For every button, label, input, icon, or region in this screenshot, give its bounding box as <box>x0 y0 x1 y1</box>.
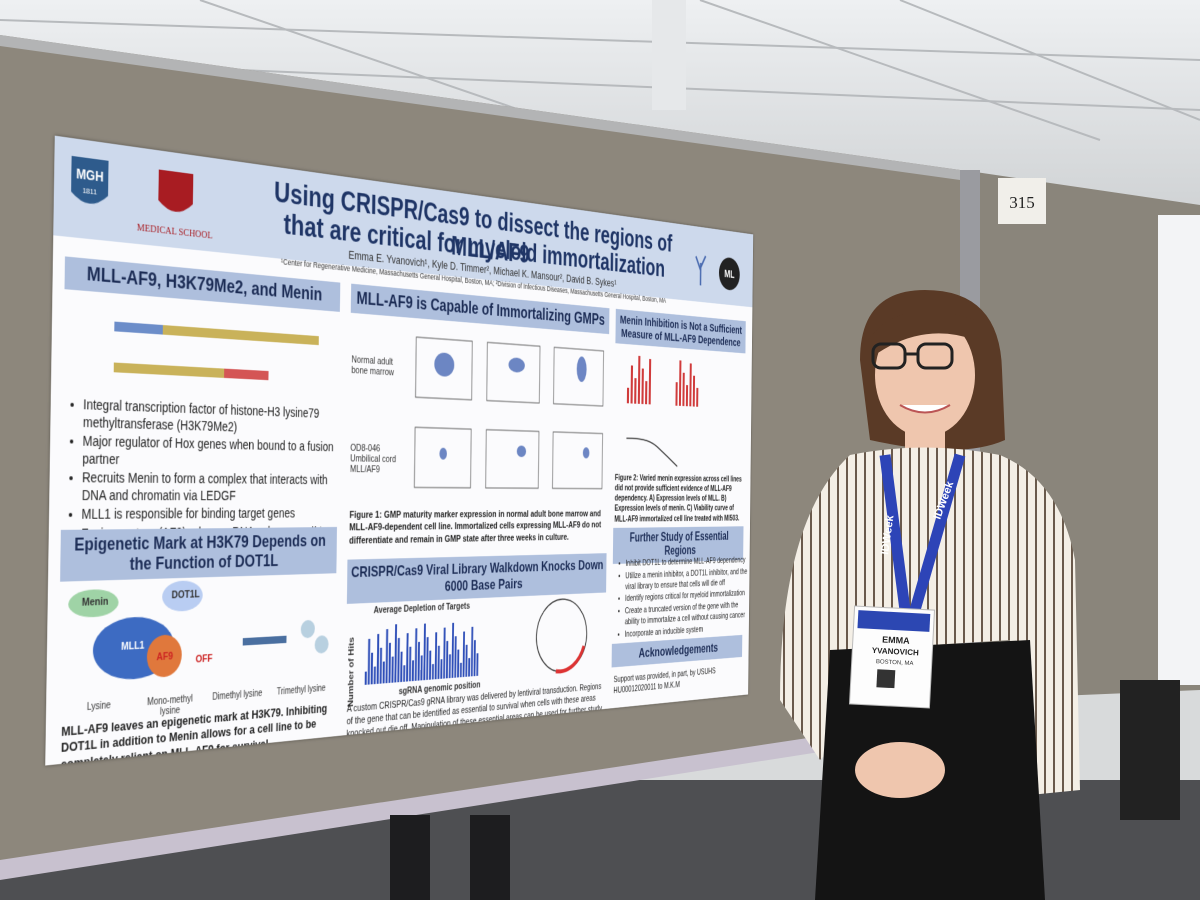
hms-shield <box>158 169 194 214</box>
bystander <box>470 815 510 900</box>
logos: MGH 1811 MEDICAL SCHOOL <box>70 155 213 242</box>
booth-number: 315 <box>1009 193 1035 212</box>
badge-band <box>857 610 931 632</box>
protein-diagram <box>113 321 319 381</box>
lanyard-text: IDWeek <box>879 514 897 556</box>
lanyard <box>879 453 966 612</box>
board-frame <box>0 715 960 880</box>
hair <box>868 311 975 360</box>
number-card <box>998 178 1046 224</box>
badge <box>848 605 936 709</box>
poster-frame: MGH 1811 MEDICAL SCHOOL ML Using CRISPR/… <box>45 135 754 766</box>
lab-logos: ML <box>691 247 740 298</box>
badge-qr <box>876 669 896 689</box>
protein <box>146 633 183 679</box>
bystander <box>1120 680 1180 820</box>
protein <box>92 615 175 683</box>
hands <box>855 742 945 798</box>
poster: MGH 1811 MEDICAL SCHOOL ML Using CRISPR/… <box>45 135 754 766</box>
logo-text: 1811 <box>82 186 97 197</box>
badge-city: BOSTON, MA <box>876 659 914 667</box>
badge-name: YVANOVICH <box>872 646 920 657</box>
complex-diagram <box>68 580 329 683</box>
logo-text: MGH <box>76 166 104 185</box>
glasses <box>871 342 954 370</box>
bystander <box>390 815 430 900</box>
board-frame <box>0 35 960 180</box>
logo-text: ML <box>724 267 735 281</box>
protein <box>68 588 119 619</box>
smile <box>899 404 951 414</box>
neighbor-poster <box>1158 215 1200 685</box>
pillar <box>652 0 686 110</box>
badge-name: EMMA <box>882 634 910 645</box>
mgh-shield <box>70 155 109 206</box>
